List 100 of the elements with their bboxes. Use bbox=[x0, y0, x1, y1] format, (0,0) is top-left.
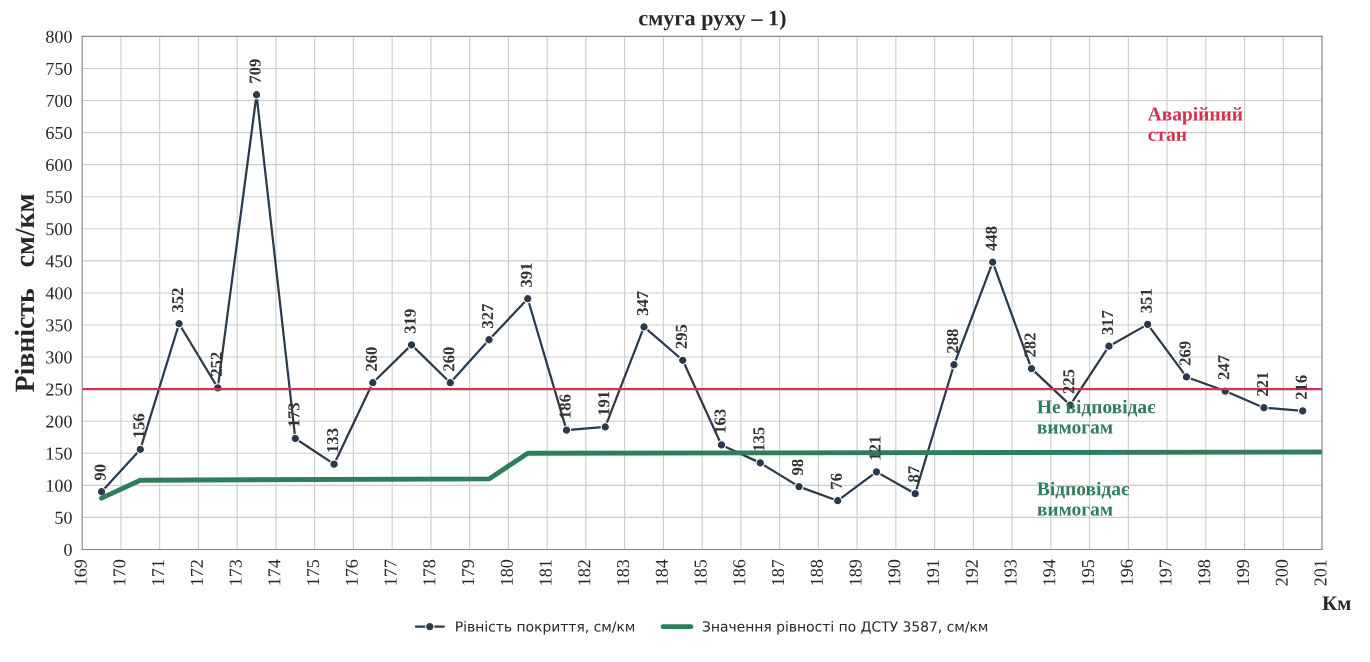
point bbox=[988, 257, 998, 267]
data-label: 352 bbox=[172, 288, 184, 312]
data-label: 76 bbox=[830, 473, 842, 489]
data-label: 709 bbox=[249, 59, 261, 83]
y-tick-label: 500 bbox=[46, 223, 72, 236]
data-label: 260 bbox=[443, 347, 455, 371]
y-tick-label: 250 bbox=[46, 383, 72, 396]
x-tick-label: 183 bbox=[616, 559, 630, 585]
data-label: 247 bbox=[1218, 355, 1230, 380]
data-label: 156 bbox=[133, 413, 145, 437]
x-tick-label: 193 bbox=[1004, 559, 1017, 585]
x-tick-label: 172 bbox=[190, 560, 203, 585]
data-label: 295 bbox=[675, 324, 687, 349]
y-tick-label: 400 bbox=[45, 287, 72, 300]
x-tick-label: 191 bbox=[926, 560, 940, 585]
x-tick-label: 176 bbox=[345, 559, 358, 585]
x-tick-label: 199 bbox=[1236, 559, 1250, 585]
data-label: 327 bbox=[482, 304, 494, 329]
point bbox=[1026, 363, 1037, 374]
data-label: 347 bbox=[636, 291, 649, 316]
x-tick-label: 184 bbox=[655, 559, 668, 585]
data-label: 163 bbox=[714, 409, 726, 433]
point bbox=[445, 378, 455, 388]
data-label: 98 bbox=[791, 459, 804, 476]
x-tick-label: 180 bbox=[500, 559, 513, 585]
point bbox=[716, 440, 727, 450]
x-tick-label: 181 bbox=[539, 560, 552, 585]
data-label: 351 bbox=[1140, 289, 1152, 313]
data-label: 121 bbox=[869, 436, 881, 460]
x-tick-label: 186 bbox=[733, 559, 746, 585]
ref-line-label: Аварійний стан bbox=[1147, 106, 1243, 141]
point bbox=[639, 322, 649, 332]
data-label: 391 bbox=[520, 263, 532, 287]
x-tick-label: 196 bbox=[1120, 559, 1133, 585]
point bbox=[368, 378, 378, 388]
legend-label: Рівність покриття, см/км bbox=[456, 620, 635, 635]
point bbox=[678, 355, 688, 365]
data-label: 252 bbox=[210, 352, 222, 377]
x-tick-label: 174 bbox=[268, 559, 281, 585]
x-tick-label: 195 bbox=[1081, 559, 1095, 585]
y-tick-label: 450 bbox=[45, 255, 72, 268]
point bbox=[949, 360, 959, 370]
x-axis-title: Км bbox=[1322, 596, 1351, 611]
data-label: 216 bbox=[1295, 375, 1307, 400]
data-label: 260 bbox=[365, 347, 377, 371]
y-tick-label: 200 bbox=[46, 415, 72, 428]
data-label: 225 bbox=[1063, 369, 1075, 394]
point bbox=[600, 422, 610, 432]
y-tick-label: 150 bbox=[46, 447, 72, 460]
y-tick-label: 0 bbox=[64, 543, 72, 556]
x-tick-label: 192 bbox=[965, 560, 978, 585]
y-tick-label: 350 bbox=[46, 319, 72, 332]
y-tick-label: 50 bbox=[55, 511, 72, 524]
point bbox=[174, 319, 184, 329]
y-tick-label: 750 bbox=[46, 62, 72, 75]
x-tick-label: 173 bbox=[229, 559, 242, 585]
x-tick-label: 179 bbox=[462, 559, 475, 585]
data-label: 288 bbox=[946, 329, 959, 353]
point bbox=[290, 433, 300, 444]
point bbox=[871, 467, 882, 477]
annotation: Не відповідає вимогам bbox=[1037, 399, 1156, 434]
point bbox=[1104, 341, 1114, 351]
data-label: 135 bbox=[753, 427, 765, 451]
y-tick-label: 550 bbox=[46, 191, 72, 204]
x-tick-label: 189 bbox=[849, 559, 862, 585]
y-tick-label: 800 bbox=[46, 30, 72, 43]
data-label: 191 bbox=[598, 391, 610, 415]
x-tick-label: 201 bbox=[1314, 560, 1327, 586]
point bbox=[794, 481, 804, 492]
x-tick-label: 200 bbox=[1275, 559, 1288, 586]
data-label: 133 bbox=[327, 428, 339, 452]
point bbox=[1297, 406, 1308, 416]
point bbox=[484, 335, 494, 345]
x-tick-label: 190 bbox=[888, 559, 901, 585]
data-label: 269 bbox=[1179, 341, 1191, 366]
point bbox=[755, 458, 765, 468]
y-tick-label: 650 bbox=[46, 126, 72, 140]
data-label: 186 bbox=[559, 394, 571, 418]
y-tick-label: 300 bbox=[46, 351, 72, 364]
y-tick-label: 600 bbox=[46, 158, 72, 172]
x-tick-label: 169 bbox=[74, 559, 87, 585]
data-label: 448 bbox=[985, 226, 997, 251]
y-axis-title: Рівність см/км bbox=[14, 194, 35, 392]
point bbox=[561, 425, 572, 435]
chart-title: смуга руху – 1) bbox=[639, 9, 786, 31]
x-tick-label: 182 bbox=[578, 560, 591, 585]
x-tick-label: 171 bbox=[152, 560, 165, 585]
point bbox=[833, 496, 843, 506]
point bbox=[910, 488, 920, 499]
x-tick-label: 187 bbox=[771, 559, 785, 585]
data-label: 282 bbox=[1024, 333, 1036, 357]
y-tick-label: 100 bbox=[46, 479, 72, 492]
point bbox=[1181, 372, 1192, 382]
legend-label: Значення рівності по ДСТУ 3587, см/км bbox=[702, 620, 988, 635]
point bbox=[523, 294, 533, 304]
data-label: 173 bbox=[288, 402, 300, 427]
point bbox=[251, 90, 262, 100]
data-label: 221 bbox=[1256, 372, 1268, 396]
annotation: Відповідає вимогам bbox=[1037, 481, 1130, 516]
x-tick-label: 198 bbox=[1198, 559, 1211, 585]
